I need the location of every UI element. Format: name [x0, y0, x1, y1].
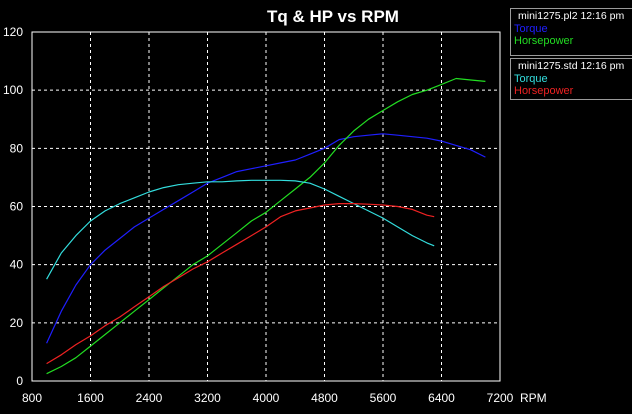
legend-run-std: mini1275.std 12:16 pm Torque Horsepower [510, 58, 632, 100]
y-tick-label: 20 [10, 316, 24, 330]
x-tick-label: 4800 [311, 391, 338, 405]
series-line-run1-torque [46, 179, 435, 280]
legend-run-header: mini1275.std 12:16 pm [518, 60, 625, 72]
x-tick-label: 1600 [77, 391, 104, 405]
y-tick-label: 40 [10, 258, 24, 272]
grid [32, 32, 500, 381]
legend-entry-horsepower: Horsepower [514, 85, 574, 97]
tick-labels: 0 20 40 60 80 100 120 800 1600 2400 3200 4000 4800 56… [3, 25, 514, 405]
plot-area-frame [31, 31, 501, 382]
legend-entry-torque: Torque [514, 23, 548, 35]
y-tick-label: 80 [10, 141, 24, 155]
x-tick-label: 3200 [194, 391, 221, 405]
x-tick-label: 6400 [428, 391, 455, 405]
x-tick-label: 7200 [487, 391, 514, 405]
series-line-run1-horsepower [46, 203, 435, 365]
x-tick-label: 800 [22, 391, 42, 405]
chart-title: Tq & HP vs RPM [267, 7, 399, 26]
legend-entry-horsepower: Horsepower [514, 35, 574, 47]
legend-run-pl2: mini1275.pl2 12:16 pm Torque Horsepower [510, 8, 632, 56]
legend-run-header: mini1275.pl2 12:16 pm [518, 10, 625, 22]
series-line-run0-horsepower [46, 77, 486, 375]
x-tick-label: 4000 [253, 391, 280, 405]
y-tick-label: 120 [3, 25, 23, 39]
x-axis-label: RPM [520, 391, 547, 405]
series-line-run0-torque [46, 133, 486, 344]
y-tick-label: 0 [16, 374, 23, 388]
series-layer [46, 77, 486, 375]
legend-entry-torque: Torque [514, 73, 548, 85]
x-tick-label: 5600 [370, 391, 397, 405]
y-tick-label: 100 [3, 83, 23, 97]
y-tick-label: 60 [10, 200, 24, 214]
x-tick-label: 2400 [136, 391, 163, 405]
